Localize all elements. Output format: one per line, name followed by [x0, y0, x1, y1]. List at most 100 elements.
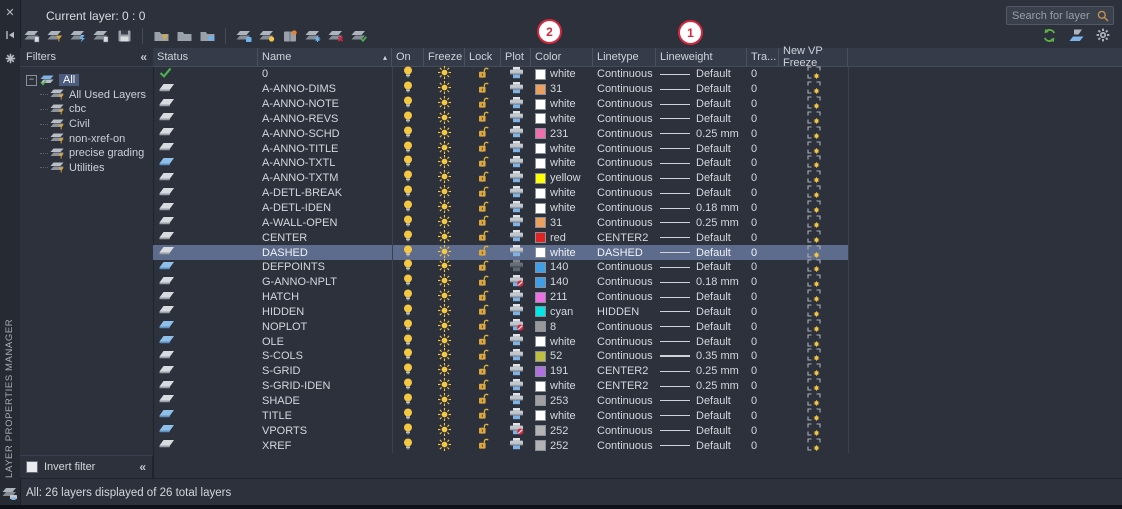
on-bulb-icon[interactable]: [403, 363, 413, 379]
layer-name[interactable]: A-ANNO-NOTE: [262, 98, 339, 111]
auto-hide-pin-icon[interactable]: [3, 28, 17, 42]
layer-search-box[interactable]: [1006, 6, 1114, 25]
freeze-sun-icon[interactable]: [438, 140, 451, 157]
layer-name[interactable]: A-DETL-IDEN: [262, 202, 332, 215]
transparency-cell[interactable]: 0: [747, 83, 779, 95]
column-header-tra-[interactable]: Tra...: [747, 48, 779, 66]
new-vp-freeze-icon[interactable]: [806, 319, 821, 335]
color-cell[interactable]: white: [531, 157, 593, 169]
transparency-cell[interactable]: 0: [747, 113, 779, 125]
freeze-sun-icon[interactable]: [438, 407, 451, 424]
linetype-cell[interactable]: Continuous: [593, 291, 656, 303]
on-bulb-icon[interactable]: [403, 348, 413, 364]
linetype-cell[interactable]: Continuous: [593, 410, 656, 422]
lock-open-icon[interactable]: [477, 97, 489, 112]
on-bulb-icon[interactable]: [403, 408, 413, 424]
new-vp-freeze-icon[interactable]: [806, 141, 821, 157]
color-cell[interactable]: 253: [531, 395, 593, 407]
collapse-invert-icon[interactable]: «: [139, 460, 146, 474]
color-cell[interactable]: 231: [531, 128, 593, 140]
transparency-cell[interactable]: 0: [747, 365, 779, 377]
layer-merge-icon[interactable]: [92, 28, 110, 44]
color-cell[interactable]: white: [531, 202, 593, 214]
on-bulb-icon[interactable]: [403, 96, 413, 112]
freeze-sun-icon[interactable]: [438, 259, 451, 275]
lineweight-cell[interactable]: 0.18 mm: [656, 202, 747, 214]
color-cell[interactable]: white: [531, 68, 593, 80]
new-vp-freeze-icon[interactable]: [806, 126, 821, 142]
plot-printer-icon[interactable]: [509, 408, 524, 423]
plot-printer-icon[interactable]: [509, 304, 524, 319]
layer-row[interactable]: NOPLOT 8 Continuous Default 0: [153, 318, 848, 335]
transparency-cell[interactable]: 0: [747, 172, 779, 184]
freeze-sun-icon[interactable]: [438, 200, 451, 216]
on-bulb-icon[interactable]: [403, 259, 413, 275]
layer-row[interactable]: SHADE 253 Continuous Default 0: [153, 392, 848, 409]
linetype-cell[interactable]: HIDDEN: [593, 306, 656, 318]
lineweight-cell[interactable]: Default: [656, 157, 747, 169]
linetype-cell[interactable]: Continuous: [593, 172, 656, 184]
plot-printer-icon[interactable]: [509, 215, 524, 230]
layer-name[interactable]: DASHED: [262, 246, 308, 259]
lineweight-cell[interactable]: Default: [656, 187, 747, 199]
linetype-cell[interactable]: Continuous: [593, 440, 656, 452]
transparency-cell[interactable]: 0: [747, 261, 779, 273]
transparency-cell[interactable]: 0: [747, 425, 779, 437]
linetype-cell[interactable]: CENTER2: [593, 232, 656, 244]
layer-name[interactable]: OLE: [262, 335, 285, 348]
lock-open-icon[interactable]: [477, 141, 489, 156]
transparency-cell[interactable]: 0: [747, 350, 779, 362]
freeze-sun-icon[interactable]: [438, 229, 451, 246]
color-cell[interactable]: white: [531, 187, 593, 199]
color-cell[interactable]: 252: [531, 425, 593, 437]
color-cell[interactable]: yellow: [531, 172, 593, 184]
lock-open-icon[interactable]: [477, 408, 489, 423]
transparency-cell[interactable]: 0: [747, 321, 779, 333]
freeze-sun-icon[interactable]: [438, 110, 451, 127]
layer-row[interactable]: CENTER red CENTER2 Default 0: [153, 229, 848, 246]
layer-walk-icon[interactable]: [23, 28, 41, 44]
plot-printer-icon[interactable]: [509, 96, 524, 112]
on-bulb-icon[interactable]: [403, 274, 413, 290]
freeze-sun-icon[interactable]: [438, 155, 451, 171]
lock-open-icon[interactable]: [477, 230, 489, 245]
lock-open-icon[interactable]: [477, 349, 489, 364]
linetype-cell[interactable]: CENTER2: [593, 380, 656, 392]
freeze-sun-icon[interactable]: [438, 363, 451, 379]
column-header-lock[interactable]: Lock: [465, 48, 501, 66]
lineweight-cell[interactable]: Default: [656, 113, 747, 125]
color-cell[interactable]: red: [531, 232, 593, 244]
layer-row[interactable]: TITLE white Continuous Default 0: [153, 407, 848, 424]
new-vp-freeze-icon[interactable]: [806, 423, 821, 439]
freeze-sun-icon[interactable]: [438, 185, 451, 201]
new-vp-freeze-icon[interactable]: [806, 363, 821, 379]
on-bulb-icon[interactable]: [403, 319, 413, 335]
close-icon[interactable]: ✕: [5, 6, 15, 19]
layer-states-icon[interactable]: [281, 28, 299, 44]
on-bulb-icon[interactable]: [403, 200, 413, 216]
transparency-cell[interactable]: 0: [747, 232, 779, 244]
lock-open-icon[interactable]: [477, 319, 489, 334]
lock-open-icon[interactable]: [477, 393, 489, 408]
layer-name[interactable]: A-ANNO-TXTM: [262, 172, 339, 185]
plot-disabled-icon[interactable]: [509, 423, 524, 438]
new-vp-freeze-icon[interactable]: [806, 244, 821, 261]
linetype-cell[interactable]: CENTER2: [593, 365, 656, 377]
on-bulb-icon[interactable]: [403, 334, 413, 350]
invert-filter-checkbox[interactable]: [26, 461, 38, 473]
layer-name[interactable]: 0: [262, 68, 269, 81]
new-vp-freeze-icon[interactable]: [806, 215, 821, 231]
on-bulb-icon[interactable]: [403, 378, 413, 394]
new-vp-freeze-icon[interactable]: [806, 393, 821, 409]
plot-printer-icon[interactable]: [509, 111, 524, 126]
transparency-cell[interactable]: 0: [747, 440, 779, 452]
layer-row[interactable]: DEFPOINTS 140 Continuous Default 0: [153, 259, 848, 275]
column-header-plot[interactable]: Plot: [501, 48, 531, 66]
lock-open-icon[interactable]: [477, 245, 489, 260]
search-input[interactable]: [1007, 9, 1097, 22]
transparency-cell[interactable]: 0: [747, 291, 779, 303]
layer-name[interactable]: TITLE: [262, 409, 292, 422]
lock-open-icon[interactable]: [477, 423, 489, 438]
linetype-cell[interactable]: Continuous: [593, 261, 656, 273]
on-bulb-icon[interactable]: [403, 141, 413, 157]
